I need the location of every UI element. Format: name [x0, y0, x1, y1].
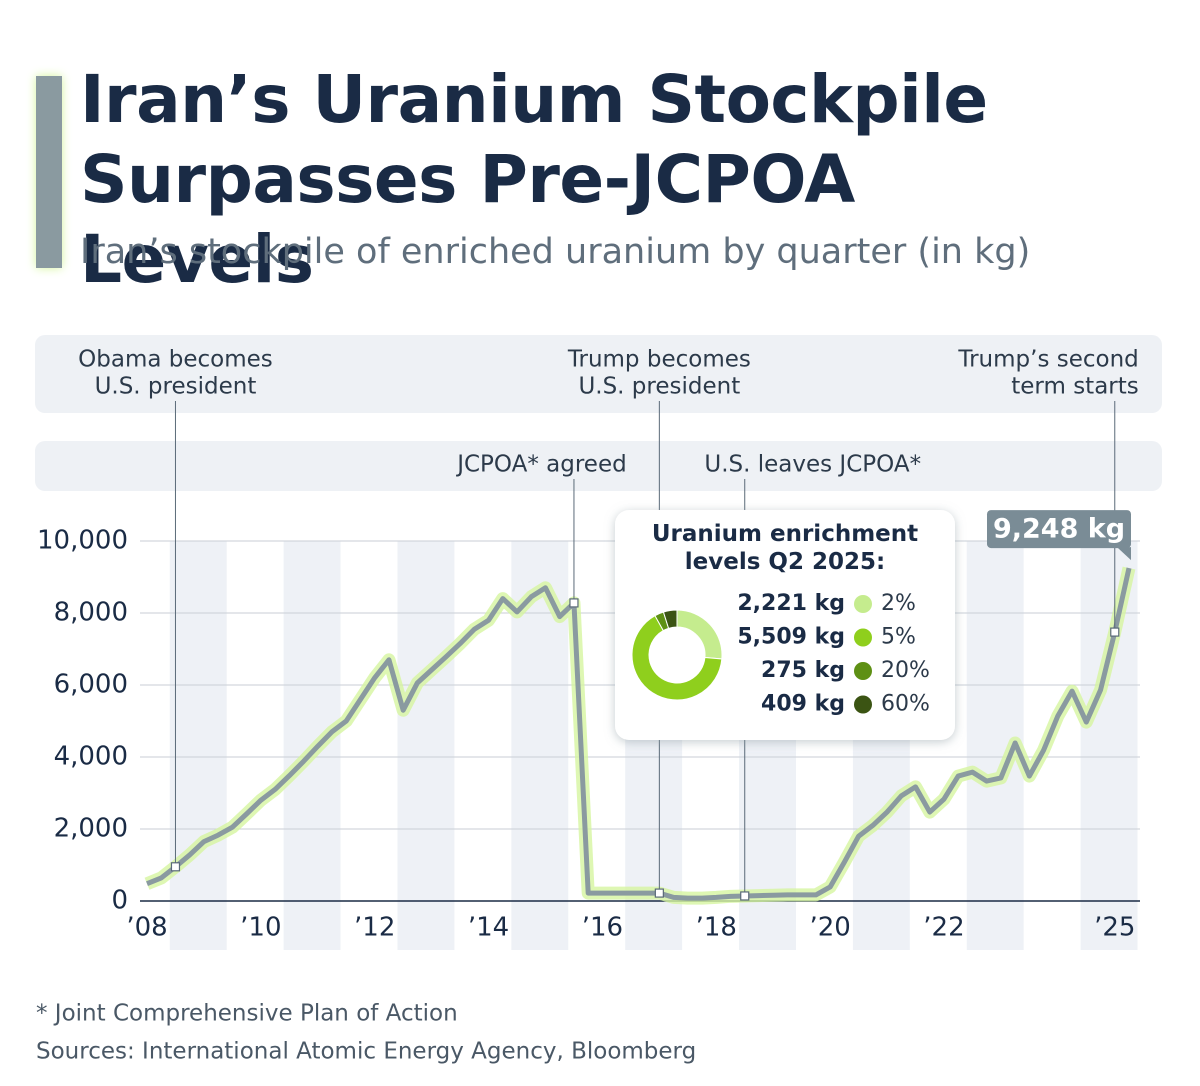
x-tick-label: ’08: [126, 913, 167, 943]
year-band: [397, 541, 455, 950]
annotation-marker: [170, 862, 181, 872]
annotation-marker: [569, 598, 579, 608]
legend-value: 5,509 kg: [737, 625, 845, 650]
legend-swatch: [854, 662, 872, 680]
series-line: [146, 567, 1132, 901]
annotation-text: JCPOA* agreed: [455, 452, 627, 478]
annotation-text: U.S. president: [95, 374, 257, 400]
inset-title-box: Uranium enrichment levels Q2 2025:: [651, 521, 919, 575]
year-band: [169, 541, 227, 950]
footnote: Sources: International Atomic Energy Age…: [36, 1039, 696, 1065]
year-band: [1080, 541, 1138, 950]
legend-swatch: [854, 695, 872, 714]
y-tick-label: 8,000: [54, 598, 128, 628]
annotation-band: [35, 441, 1162, 491]
legend-label: 2%: [881, 591, 916, 616]
x-tick-label: ’12: [354, 913, 395, 943]
x-tick-label: ’25: [1094, 913, 1135, 943]
inset-title: Uranium enrichment levels Q2 2025:: [651, 521, 919, 575]
x-tick-label: ’16: [582, 913, 623, 943]
annotation-text: U.S. leaves JCPOA*: [704, 452, 921, 478]
chart-subtitle: Iran’s stockpile of enriched uranium by …: [80, 232, 1031, 272]
inset-card: Uranium enrichment levels Q2 2025: 2,221 …: [615, 510, 955, 740]
annotation-text: Trump’s second: [957, 347, 1138, 373]
legend-swatch: [854, 595, 872, 613]
end-label: 9,248 kg: [987, 510, 1131, 561]
legend-label: 5%: [881, 625, 916, 650]
x-tick-label: ’10: [240, 913, 281, 943]
title-bar: [36, 76, 62, 268]
end-label-box: [987, 510, 1131, 549]
legend-label: 60%: [881, 692, 930, 717]
annotation-band: [35, 335, 1162, 413]
x-tick-label: ’14: [468, 913, 509, 943]
donut-slice: [662, 609, 678, 629]
annotation-marker: [740, 891, 750, 901]
x-tick-label: ’18: [696, 913, 737, 943]
annotation-text: Trump becomes: [567, 347, 751, 373]
end-label-tail: [1117, 547, 1131, 561]
annotation-marker: [1110, 627, 1120, 637]
annotation-text: U.S. president: [578, 374, 740, 400]
legend-value: 2,221 kg: [737, 591, 845, 616]
footnote: * Joint Comprehensive Plan of Action: [36, 1001, 458, 1027]
annotation-text: Obama becomes: [78, 347, 273, 373]
legend-value: 409 kg: [761, 692, 845, 717]
donut-slice: [631, 615, 723, 701]
y-tick-label: 10,000: [37, 526, 128, 556]
y-tick-label: 0: [111, 886, 128, 916]
annotation-text: term starts: [1011, 374, 1139, 400]
y-tick-label: 6,000: [54, 670, 128, 700]
annotation-marker: [654, 888, 664, 898]
legend-swatch: [854, 628, 872, 647]
x-tick-label: ’20: [809, 913, 850, 943]
legend-label: 20%: [881, 658, 930, 683]
y-tick-label: 4,000: [54, 742, 128, 772]
y-tick-label: 2,000: [54, 814, 128, 844]
chart-title: Iran’s Uranium Stockpile Surpasses Pre-J…: [80, 61, 988, 298]
end-label-text: 9,248 kg: [993, 514, 1125, 545]
legend-value: 275 kg: [761, 658, 845, 683]
x-tick-label: ’22: [923, 913, 964, 943]
